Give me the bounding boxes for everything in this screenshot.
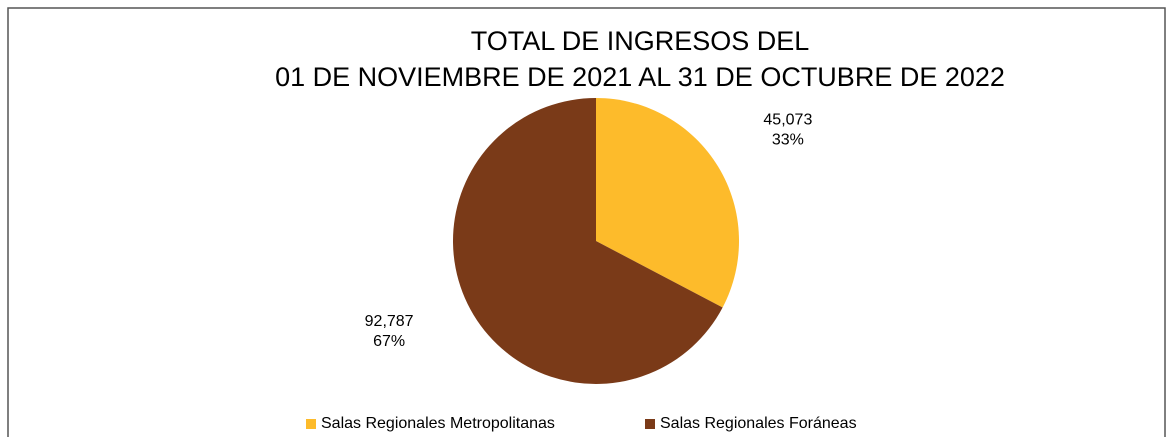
data-label: 92,787: [365, 313, 414, 330]
legend-swatch: [306, 419, 316, 429]
chart-title: TOTAL DE INGRESOS DEL: [471, 26, 810, 56]
legend-swatch: [645, 419, 655, 429]
percent-label: 67%: [373, 333, 405, 350]
chart-title: 01 DE NOVIEMBRE DE 2021 AL 31 DE OCTUBRE…: [275, 62, 1005, 92]
data-label: 45,073: [763, 111, 812, 128]
percent-label: 33%: [772, 131, 804, 148]
pie-slice: [596, 98, 739, 308]
pie-slice: [453, 98, 723, 385]
legend-label: Salas Regionales Metropolitanas: [321, 415, 555, 432]
legend-label: Salas Regionales Foráneas: [660, 415, 857, 432]
